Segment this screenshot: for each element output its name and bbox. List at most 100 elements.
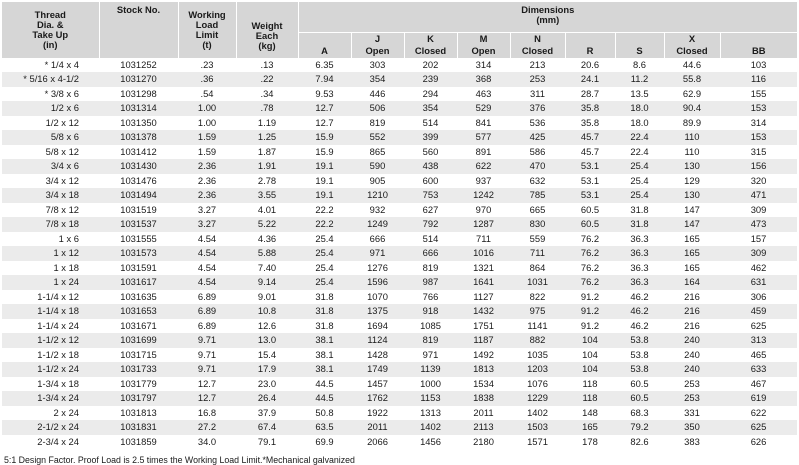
cell-dim-a: 25.4	[298, 231, 351, 246]
dim-top-m: M	[456, 32, 510, 44]
cell-weight: .34	[236, 86, 298, 101]
cell-dim-s: 36.3	[615, 246, 664, 261]
dim-bottom-r: R	[564, 43, 615, 58]
cell-dim-k-closed: 819	[404, 333, 457, 348]
cell-dim-k-closed: 294	[404, 86, 457, 101]
table-row: 2-1/2 x 24 1031831 27.2 67.4 63.5 2011 1402 211…	[2, 420, 798, 435]
cell-dim-x-closed: 253	[664, 391, 720, 406]
cell-dim-a: 12.7	[298, 115, 351, 130]
cell-dim-n-closed: 785	[510, 188, 565, 203]
cell-dim-bb: 314	[720, 115, 798, 130]
cell-dim-x-closed: 216	[664, 318, 720, 333]
cell-working-load-limit: 1.00	[178, 115, 236, 130]
cell-stock-no: 1031831	[99, 420, 178, 435]
cell-dim-m-open: 2113	[457, 420, 510, 435]
cell-stock-no: 1031494	[99, 188, 178, 203]
cell-weight: 67.4	[236, 420, 298, 435]
dim-top-bb	[719, 32, 798, 44]
cell-dim-n-closed: 586	[510, 144, 565, 159]
cell-dim-m-open: 937	[457, 173, 510, 188]
cell-weight: 12.6	[236, 318, 298, 333]
cell-thread-size: 2-1/2 x 24	[2, 420, 99, 435]
table-row: 3/4 x 6 1031430 2.36 1.91 19.1 590 438 622 470 53…	[2, 159, 798, 174]
cell-dim-m-open: 1641	[457, 275, 510, 290]
cell-dim-j-open: 1694	[351, 318, 404, 333]
cell-dim-r: 178	[565, 434, 615, 449]
cell-dim-r: 91.2	[565, 318, 615, 333]
cell-dim-x-closed: 164	[664, 275, 720, 290]
cell-dim-a: 38.1	[298, 362, 351, 377]
cell-dim-j-open: 354	[351, 72, 404, 87]
cell-dim-m-open: 1751	[457, 318, 510, 333]
cell-stock-no: 1031537	[99, 217, 178, 232]
cell-dim-x-closed: 165	[664, 260, 720, 275]
dim-top-r	[564, 32, 615, 44]
cell-dim-j-open: 1428	[351, 347, 404, 362]
table-row: * 3/8 x 6 1031298.54.34 9.53 446 294 463 311 28…	[2, 86, 798, 101]
cell-dim-j-open: 1070	[351, 289, 404, 304]
cell-thread-size: 1-1/4 x 18	[2, 304, 99, 319]
cell-dim-m-open: 1534	[457, 376, 510, 391]
cell-dim-n-closed: 253	[510, 72, 565, 87]
cell-working-load-limit: 12.7	[178, 376, 236, 391]
dim-bottom-n: Closed	[509, 43, 565, 58]
cell-dim-s: 53.8	[615, 347, 664, 362]
cell-dim-r: 104	[565, 333, 615, 348]
cell-weight: .78	[236, 101, 298, 116]
cell-dim-r: 53.1	[565, 159, 615, 174]
cell-thread-size: 1-1/2 x 24	[2, 362, 99, 377]
cell-dim-x-closed: 129	[664, 173, 720, 188]
cell-dim-a: 50.8	[298, 405, 351, 420]
header-thread: Thread Dia. & Take Up (in)	[2, 2, 99, 58]
cell-dim-s: 8.6	[615, 57, 664, 72]
cell-dim-r: 24.1	[565, 72, 615, 87]
cell-thread-size: 3/4 x 12	[2, 173, 99, 188]
cell-dim-m-open: 1127	[457, 289, 510, 304]
cell-dim-a: 31.8	[298, 318, 351, 333]
cell-dim-m-open: 622	[457, 159, 510, 174]
cell-stock-no: 1031270	[99, 72, 178, 87]
cell-dim-k-closed: 1153	[404, 391, 457, 406]
cell-dim-m-open: 1321	[457, 260, 510, 275]
cell-dim-a: 19.1	[298, 173, 351, 188]
cell-stock-no: 1031779	[99, 376, 178, 391]
dim-bottom-m: Open	[456, 43, 510, 58]
cell-dim-a: 44.5	[298, 376, 351, 391]
cell-dim-bb: 103	[720, 57, 798, 72]
cell-weight: .13	[236, 57, 298, 72]
cell-dim-j-open: 506	[351, 101, 404, 116]
cell-dim-m-open: 1492	[457, 347, 510, 362]
cell-dim-r: 60.5	[565, 202, 615, 217]
cell-dim-n-closed: 1035	[510, 347, 565, 362]
cell-thread-size: 5/8 x 6	[2, 130, 99, 145]
cell-dim-s: 53.8	[615, 362, 664, 377]
cell-dim-bb: 153	[720, 101, 798, 116]
cell-dim-m-open: 529	[457, 101, 510, 116]
cell-dim-j-open: 1276	[351, 260, 404, 275]
cell-dim-n-closed: 1229	[510, 391, 565, 406]
cell-weight: 15.4	[236, 347, 298, 362]
cell-dim-j-open: 819	[351, 115, 404, 130]
cell-dim-x-closed: 147	[664, 217, 720, 232]
cell-weight: 17.9	[236, 362, 298, 377]
table-row: 7/8 x 18 1031537 3.27 5.22 22.2 1249 792 1287 83…	[2, 217, 798, 232]
cell-dim-x-closed: 165	[664, 231, 720, 246]
cell-thread-size: 1-1/2 x 18	[2, 347, 99, 362]
table-row: 1 x 18 1031591 4.54 7.40 25.4 1276 819 1321 864 7…	[2, 260, 798, 275]
cell-thread-size: 7/8 x 18	[2, 217, 99, 232]
cell-stock-no: 1031555	[99, 231, 178, 246]
dim-bottom-s: S	[614, 43, 664, 58]
cell-weight: 1.87	[236, 144, 298, 159]
cell-dim-bb: 459	[720, 304, 798, 319]
cell-stock-no: 1031617	[99, 275, 178, 290]
cell-dim-s: 46.2	[615, 289, 664, 304]
cell-thread-size: 1-3/4 x 18	[2, 376, 99, 391]
cell-dim-k-closed: 971	[404, 347, 457, 362]
cell-dim-a: 9.53	[298, 86, 351, 101]
cell-dim-m-open: 1287	[457, 217, 510, 232]
cell-stock-no: 1031715	[99, 347, 178, 362]
cell-dim-bb: 309	[720, 246, 798, 261]
cell-dim-bb: 157	[720, 231, 798, 246]
cell-dim-m-open: 314	[457, 57, 510, 72]
cell-dim-a: 15.9	[298, 130, 351, 145]
